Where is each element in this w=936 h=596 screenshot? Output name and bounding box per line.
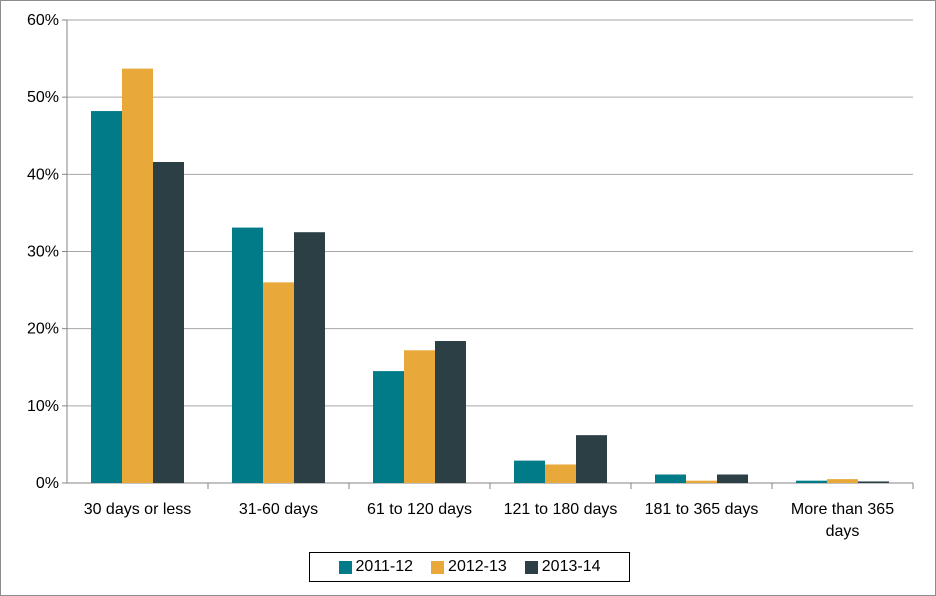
- bar-2012-13-3: [545, 464, 576, 483]
- bar-2013-14-3: [576, 435, 607, 483]
- legend-swatch-2011-12: [338, 560, 352, 574]
- legend-swatch-2013-14: [524, 560, 538, 574]
- legend-item-2011-12: 2011-12: [338, 558, 414, 576]
- bar-2012-13-1: [263, 282, 294, 483]
- legend-item-2012-13: 2012-13: [431, 558, 507, 576]
- bar-2012-13-5: [827, 479, 858, 483]
- bar-2011-12-1: [232, 227, 263, 483]
- x-tick-label: 61 to 120 days: [367, 501, 472, 518]
- bar-2011-12-4: [655, 474, 686, 483]
- y-tick-label: 20%: [27, 321, 59, 338]
- bar-2013-14-1: [294, 232, 325, 483]
- legend-label-2013-14: 2013-14: [541, 558, 601, 575]
- bar-2012-13-4: [686, 480, 717, 483]
- y-tick-label: 0%: [36, 475, 59, 492]
- y-tick-label: 10%: [27, 398, 59, 415]
- bar-2013-14-0: [153, 161, 184, 483]
- legend: 2011-12 2012-13 2013-14: [309, 552, 630, 582]
- legend-label-2011-12: 2011-12: [355, 558, 414, 575]
- bar-2013-14-4: [717, 474, 748, 483]
- legend-label-2012-13: 2012-13: [448, 558, 507, 575]
- bar-2012-13-0: [122, 68, 153, 484]
- x-tick-label: More than 365: [791, 501, 894, 518]
- y-tick-label: 40%: [27, 166, 59, 183]
- legend-swatch-2012-13: [431, 560, 445, 574]
- x-tick-label: 30 days or less: [84, 501, 192, 518]
- bar-2013-14-2: [435, 341, 466, 483]
- x-tick-label: 181 to 365 days: [645, 501, 759, 518]
- bar-2011-12-0: [91, 111, 122, 483]
- y-tick-label: 30%: [27, 244, 59, 261]
- legend-item-2013-14: 2013-14: [524, 558, 601, 576]
- y-tick-label: 50%: [27, 89, 59, 106]
- bar-2011-12-2: [373, 371, 404, 483]
- bar-2011-12-5: [796, 480, 827, 483]
- y-tick-label: 60%: [27, 12, 59, 29]
- x-tick-label: 31-60 days: [239, 501, 318, 518]
- bar-2011-12-3: [514, 460, 545, 483]
- x-tick-label: 121 to 180 days: [504, 501, 618, 518]
- bar-2013-14-5: [858, 481, 889, 483]
- bar-2012-13-2: [404, 350, 435, 483]
- x-tick-label: days: [826, 523, 860, 540]
